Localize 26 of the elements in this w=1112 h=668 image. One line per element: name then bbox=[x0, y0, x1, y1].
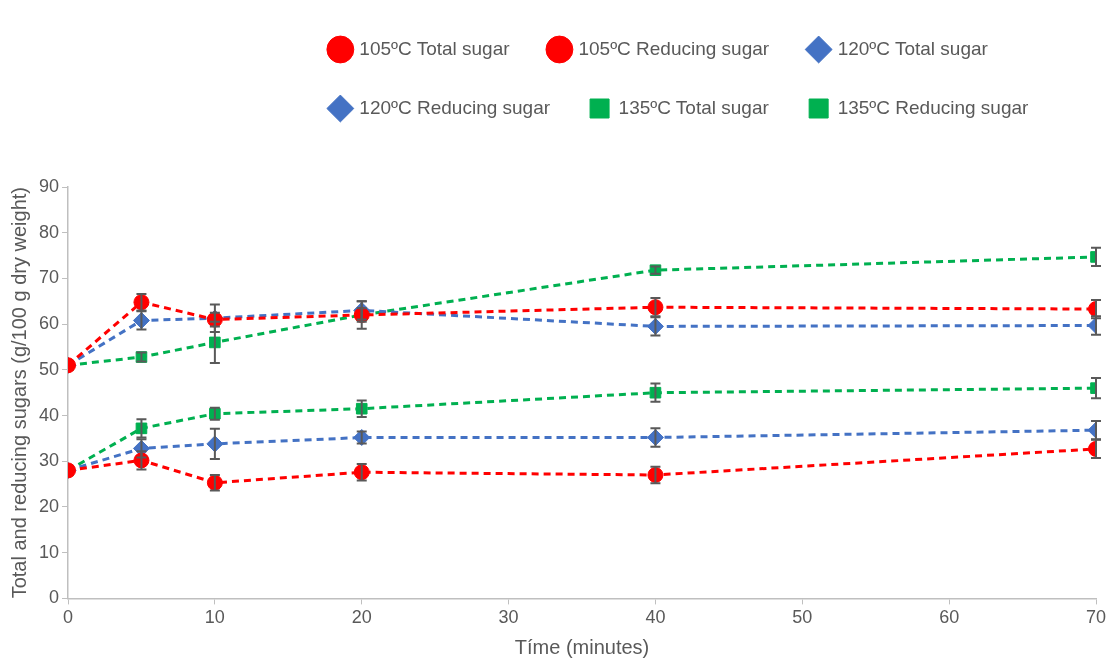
y-tick-label: 90 bbox=[38, 175, 60, 196]
x-tick-label: 70 bbox=[1085, 607, 1107, 628]
y-axis-title: Total and reducing sugars (g/100 g dry weight) bbox=[7, 187, 30, 599]
legend-label: 105ºC Total sugar bbox=[359, 37, 511, 59]
x-tick-label: 40 bbox=[645, 607, 666, 628]
y-tick-label: 0 bbox=[49, 587, 60, 608]
x-tick-label: 60 bbox=[939, 607, 960, 628]
x-tick-label: 30 bbox=[498, 607, 519, 628]
legend-label: 105ºC Reducing sugar bbox=[578, 37, 770, 59]
legend-label: 120ºC Reducing sugar bbox=[359, 96, 551, 118]
x-tick-label: 20 bbox=[351, 607, 372, 628]
x-axis-title: Tíme (minutes) bbox=[514, 635, 650, 658]
x-tick-label: 50 bbox=[792, 607, 813, 628]
x-tick-label: 0 bbox=[63, 607, 74, 628]
y-tick-label: 80 bbox=[38, 221, 60, 242]
y-tick-label: 20 bbox=[38, 495, 60, 516]
legend-label: 135ºC Reducing sugar bbox=[837, 96, 1030, 118]
legend-label: 135ºC Total sugar bbox=[618, 96, 770, 118]
x-tick-label: 10 bbox=[204, 607, 225, 628]
y-tick-label: 70 bbox=[38, 267, 60, 288]
y-tick-label: 60 bbox=[38, 313, 60, 334]
y-tick-label: 50 bbox=[38, 358, 60, 379]
legend-label: 120ºC Total sugar bbox=[837, 37, 989, 59]
y-tick-label: 30 bbox=[38, 450, 60, 471]
y-tick-label: 10 bbox=[38, 541, 60, 562]
y-tick-label: 40 bbox=[38, 404, 60, 425]
